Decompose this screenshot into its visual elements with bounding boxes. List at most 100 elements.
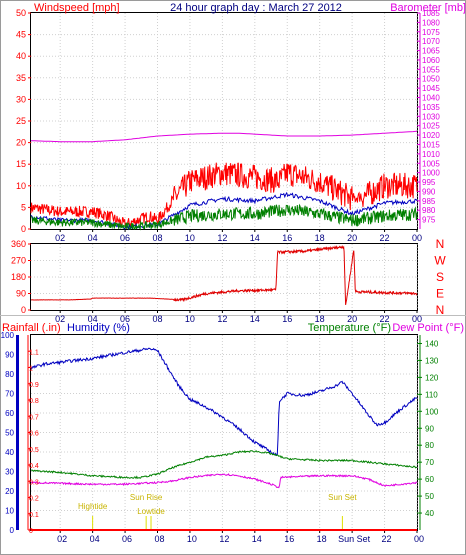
x-tick-label: 14 [250,314,260,324]
humidity-tick-label: 70 [5,390,14,399]
barometer-tick-label: 995 [422,178,436,187]
windspeed-tick-label: 20 [16,138,26,148]
x-tick-label: 08 [152,233,162,243]
direction-tick-label: 90 [16,289,26,299]
rainfall-tick-label: 0.9 [29,382,39,389]
humidity-axis-label: Humidity (%) [67,322,130,334]
x-tick-label: 10 [185,233,195,243]
x-tick-label: 22 [382,534,392,544]
temperature-tick-label: 100 [425,407,439,416]
series-line-average [30,191,418,231]
humidity-tick-label: 10 [5,507,14,516]
humidity-axis-bar [16,335,19,530]
barometer-tick-label: 1035 [422,103,440,112]
barometer-tick-label: 975 [422,216,436,225]
series-line-barometer [30,130,418,143]
x-tick-label: 12 [219,534,229,544]
x-tick-label: 12 [217,314,227,324]
x-tick-label: 04 [90,534,100,544]
direction-tick-label: 0 [21,305,26,315]
series-line-wind-direction [31,244,418,305]
dewpoint-axis-label: Dew Point (°F) [392,322,464,334]
humidity-tick-label: 50 [5,429,14,438]
temperature-tick-label: 50 [425,492,434,501]
barometer-tick-label: 980 [422,206,436,215]
barometer-tick-label: 1025 [422,122,440,131]
barometer-tick-label: 1030 [422,112,440,121]
windspeed-tick-label: 40 [16,51,26,61]
x-tick-label: 14 [250,233,260,243]
rainfall-tick-label: 0 [29,528,33,535]
barometer-tick-label: 1045 [422,84,440,93]
rainfall-tick-label: 0.6 [29,431,39,438]
rainfall-tick-label: 0.2 [29,496,39,503]
windspeed-tick-label: 0 [21,224,26,234]
rainfall-tick-label: 0.1 [29,512,39,519]
compass-label: S [436,270,444,284]
x-tick-label: 06 [120,314,130,324]
rainfall-tick-label: 0.7 [29,414,39,421]
barometer-tick-label: 1065 [422,47,440,56]
x-tick-label: 10 [187,534,197,544]
temperature-tick-label: 120 [425,373,439,382]
x-tick-label: 16 [282,314,292,324]
windspeed-tick-label: 5 [21,202,26,212]
x-tick-label: 06 [122,534,132,544]
rainfall-tick-label: 0.8 [29,398,39,405]
x-tick-label: 02 [55,233,65,243]
humidity-tick-label: 0 [10,526,15,535]
temperature-tick-label: 80 [425,441,434,450]
barometer-tick-label: 1060 [422,56,440,65]
temperature-tick-label: 60 [425,475,434,484]
x-tick-label: 04 [88,233,98,243]
x-tick-label: 18 [315,314,325,324]
x-tick-label: 18 [315,233,325,243]
x-tick-label: 04 [88,314,98,324]
series-line-humidity [30,347,418,457]
humidity-tick-label: 90 [5,351,14,360]
rainfall-tick-label: 0.3 [29,479,39,486]
direction-tick-label: 180 [11,272,26,282]
direction-tick-label: 360 [11,239,26,249]
graph-title: 24 hour graph day : March 27 2012 [170,2,342,14]
rainfall-axis-label: Rainfall (.in) [2,322,61,334]
x-tick-label: 12 [217,233,227,243]
barometer-tick-label: 1020 [422,131,440,140]
x-tick-label: 02 [55,314,65,324]
humidity-tick-label: 40 [5,448,14,457]
series-line-windspeed [30,203,418,231]
x-tick-label: 16 [284,534,294,544]
windspeed-tick-label: 45 [16,30,26,40]
temperature-tick-label: 140 [425,339,439,348]
barometer-tick-label: 1055 [422,65,440,74]
compass-label: W [434,254,446,268]
temperature-tick-label: 70 [425,458,434,467]
series-line-temperature [30,449,417,480]
annotation-label: Lowtide [137,507,165,516]
barometer-axis-label: Barometer [mb] [390,2,466,14]
barometer-tick-label: 1070 [422,37,440,46]
windspeed-axis-label: Windspeed [mph] [34,2,120,14]
x-tick-label: Sun Set [338,534,371,544]
humidity-tick-label: 20 [5,487,14,496]
x-tick-label: 20 [347,233,357,243]
x-tick-label: 08 [154,534,164,544]
temperature-tick-label: 110 [425,390,438,399]
x-tick-label: 18 [317,534,327,544]
compass-label: N [436,237,445,251]
windspeed-tick-label: 25 [16,116,26,126]
x-tick-label: 00 [412,233,422,243]
humidity-tick-label: 60 [5,409,14,418]
temperature-tick-label: 130 [425,356,439,365]
x-tick-label: 22 [380,233,390,243]
rainfall-tick-label: 0.4 [29,463,39,470]
x-tick-label: 00 [414,534,424,544]
barometer-tick-label: 1010 [422,150,440,159]
series-line-gust [30,162,418,229]
windspeed-tick-label: 50 [16,8,26,18]
barometer-tick-label: 1015 [422,140,440,149]
direction-tick-label: 270 [11,256,26,266]
humidity-tick-label: 100 [1,331,15,340]
barometer-tick-label: 985 [422,197,436,206]
barometer-tick-label: 990 [422,187,436,196]
